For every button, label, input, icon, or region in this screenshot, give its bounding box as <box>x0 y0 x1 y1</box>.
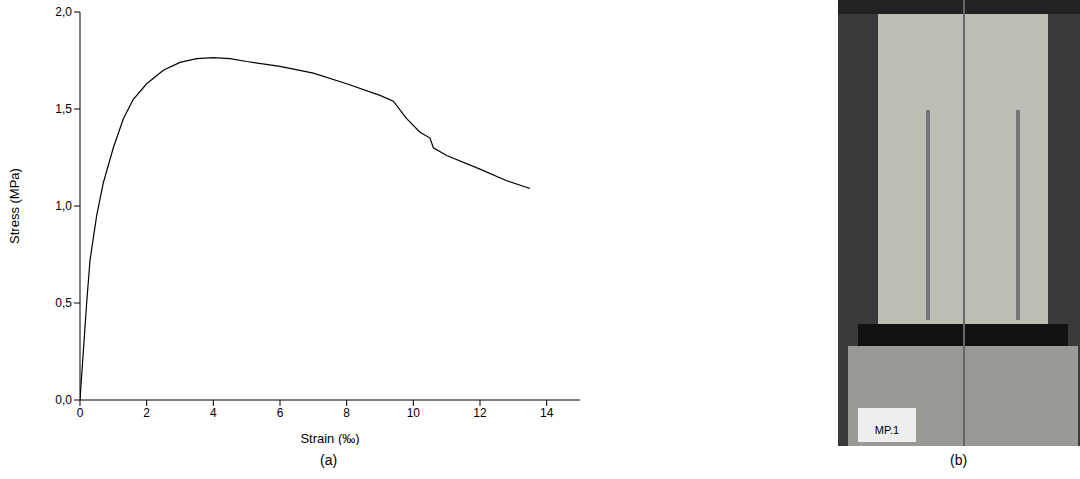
svg-text:1,0: 1,0 <box>55 199 72 213</box>
svg-text:0: 0 <box>77 406 84 420</box>
svg-text:2,0: 2,0 <box>55 5 72 19</box>
svg-text:2: 2 <box>143 406 150 420</box>
html-text:(b): (b) <box>950 452 968 468</box>
svg-text:1,5: 1,5 <box>55 102 72 116</box>
svg-text:4: 4 <box>210 406 217 420</box>
svg-text:0,5: 0,5 <box>55 296 72 310</box>
html-text:(a): (a) <box>320 452 338 468</box>
svg-text:14: 14 <box>540 406 554 420</box>
svg-text:8: 8 <box>343 406 350 420</box>
svg-text:MP.1: MP.1 <box>875 424 899 436</box>
svg-text:6: 6 <box>277 406 284 420</box>
svg-text:12: 12 <box>473 406 487 420</box>
svg-text:10: 10 <box>407 406 421 420</box>
svg-text:Stress (MPa): Stress (MPa) <box>7 168 22 244</box>
svg-text:Strain (‰): Strain (‰) <box>300 431 359 445</box>
svg-text:0,0: 0,0 <box>55 393 72 407</box>
